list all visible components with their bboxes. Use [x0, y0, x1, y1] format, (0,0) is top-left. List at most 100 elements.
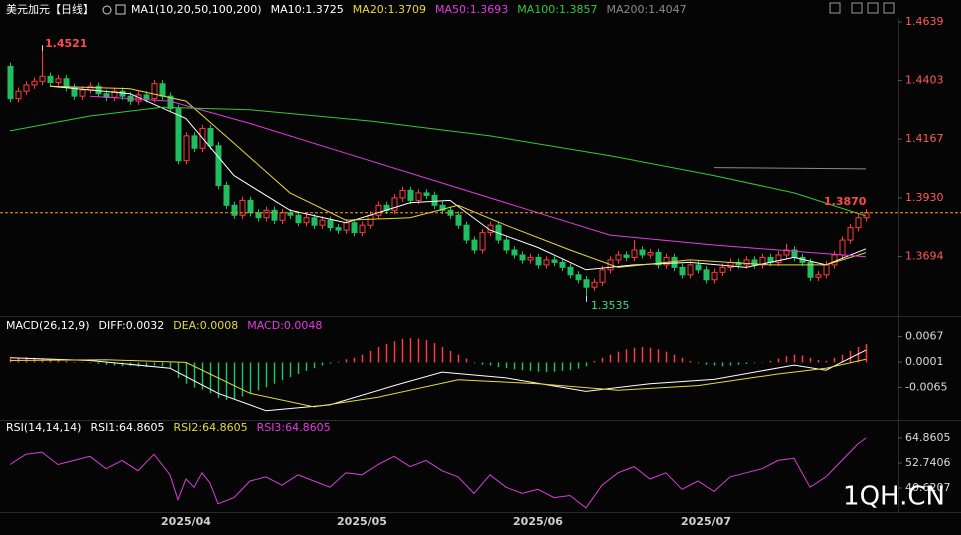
- candle-body: [719, 266, 726, 273]
- x-tick-label: 2025/05: [337, 515, 387, 528]
- legend-entry: MA20:1.3709: [353, 3, 426, 16]
- candle-body: [407, 189, 414, 201]
- legend-entry: DEA:0.0008: [173, 319, 238, 332]
- candle-body: [231, 204, 238, 216]
- candle-body: [839, 239, 846, 256]
- candle-body: [543, 259, 550, 266]
- candle-body: [399, 189, 406, 199]
- candle-body: [615, 254, 622, 261]
- candle-body: [431, 194, 438, 206]
- candle-body: [359, 224, 366, 234]
- candle-body: [279, 212, 286, 221]
- candle-body: [463, 224, 470, 241]
- candle-body: [119, 90, 126, 97]
- legend-entry: RSI(14,14,14): [6, 421, 81, 434]
- candle-body: [663, 256, 670, 266]
- icon[interactable]: [829, 2, 841, 14]
- candle-body: [191, 135, 198, 149]
- candle-body: [735, 261, 742, 266]
- legend-entry: MA10:1.3725: [271, 3, 344, 16]
- candle-body: [391, 197, 398, 211]
- legend-entry: MACD:0.0048: [247, 319, 322, 332]
- legend-entry: MA1(10,20,50,100,200): [131, 3, 262, 16]
- y-tick-label: 0.0067: [905, 330, 944, 343]
- x-tick-label: 2025/06: [513, 515, 563, 528]
- legend-entry: 美元加元【日线】: [6, 2, 94, 16]
- candle-body: [183, 135, 190, 162]
- series-line: [89, 95, 867, 258]
- x-tick-label: 2025/04: [161, 515, 211, 528]
- candle-body: [567, 266, 574, 276]
- candle-body: [855, 217, 862, 229]
- candle-body: [831, 254, 838, 266]
- candle-body: [439, 204, 446, 211]
- candle-body: [415, 192, 422, 201]
- candle-body: [351, 222, 358, 234]
- high-label: 1.4521: [45, 37, 87, 50]
- candle-body: [455, 214, 462, 226]
- candle-body: [223, 184, 230, 206]
- candle-body: [695, 264, 702, 271]
- y-tick-label: 52.7406: [905, 456, 951, 469]
- candle-body: [71, 86, 78, 97]
- price-label: 1.3870: [824, 195, 867, 208]
- candle-body: [135, 94, 142, 102]
- y-tick-label: 1.4167: [905, 132, 944, 145]
- icon[interactable]: [867, 2, 879, 14]
- candle-body: [775, 254, 782, 263]
- y-tick-label: 0.0001: [905, 355, 944, 368]
- candle-body: [239, 199, 246, 216]
- candle-body: [815, 274, 822, 278]
- candle-body: [711, 271, 718, 281]
- series-line: [9, 358, 867, 408]
- low-label: 1.3535: [591, 299, 630, 312]
- candle-body: [423, 192, 430, 196]
- candle-body: [623, 254, 630, 258]
- candle-body: [559, 261, 566, 268]
- legend-entry: RSI3:64.8605: [257, 421, 331, 434]
- icon[interactable]: [883, 2, 895, 14]
- candle-body: [591, 281, 598, 288]
- legend-entry: MA200:1.4047: [606, 3, 686, 16]
- candle-body: [23, 84, 30, 92]
- series-line: [9, 437, 867, 509]
- candle-body: [551, 259, 558, 263]
- candle-body: [599, 269, 606, 283]
- candle-body: [671, 256, 678, 268]
- candle-body: [751, 259, 758, 266]
- legend-entry: DIFF:0.0032: [99, 319, 165, 332]
- candle-body: [647, 251, 654, 256]
- candle-body: [31, 80, 38, 86]
- candle-body: [151, 83, 158, 100]
- y-tick-label: -0.0065: [905, 381, 947, 394]
- candle-body: [703, 269, 710, 281]
- icon[interactable]: [851, 2, 863, 14]
- candle-body: [375, 204, 382, 216]
- toolbar-icons: [829, 2, 895, 14]
- candle-body: [679, 266, 686, 276]
- candle-body: [207, 127, 214, 147]
- candle-body: [823, 264, 830, 276]
- icon: [115, 4, 126, 15]
- candle-body: [255, 212, 262, 219]
- series-line: [713, 167, 867, 170]
- candle-body: [519, 254, 526, 261]
- x-tick-label: 2025/07: [681, 515, 731, 528]
- y-tick-label: 40.6207: [905, 481, 951, 494]
- candle-body: [631, 249, 638, 258]
- series-line: [9, 106, 867, 217]
- candle-body: [575, 274, 582, 281]
- candle-body: [343, 222, 350, 231]
- candle-body: [143, 94, 150, 100]
- candle-body: [79, 89, 86, 97]
- candle-body: [175, 108, 182, 162]
- candle-body: [295, 214, 302, 224]
- candle-body: [335, 227, 342, 231]
- candle-body: [783, 249, 790, 256]
- candle-body: [583, 279, 590, 288]
- candle-body: [95, 85, 102, 95]
- legend-entry: RSI1:64.8605: [90, 421, 164, 434]
